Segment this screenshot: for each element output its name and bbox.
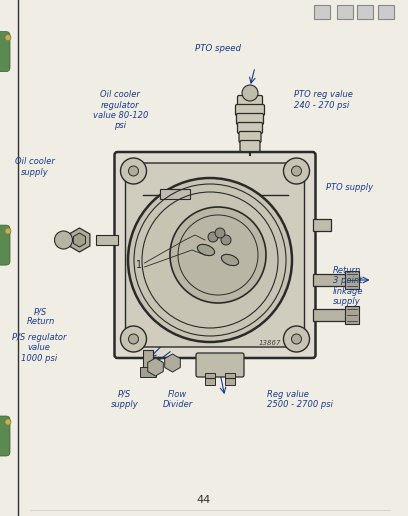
Circle shape <box>242 85 258 101</box>
Text: 13867: 13867 <box>259 340 281 346</box>
FancyBboxPatch shape <box>0 416 10 456</box>
Circle shape <box>5 228 11 234</box>
Text: 1: 1 <box>136 260 142 270</box>
Ellipse shape <box>197 245 215 255</box>
Circle shape <box>215 228 225 238</box>
FancyBboxPatch shape <box>0 31 10 72</box>
Bar <box>344 306 359 324</box>
Bar <box>95 235 118 245</box>
Polygon shape <box>165 354 180 372</box>
Bar <box>142 350 153 370</box>
Circle shape <box>170 207 266 303</box>
Circle shape <box>291 166 302 176</box>
Text: Reg value
2500 - 2700 psi: Reg value 2500 - 2700 psi <box>267 390 333 409</box>
Circle shape <box>120 158 146 184</box>
FancyBboxPatch shape <box>240 140 260 152</box>
Polygon shape <box>69 228 90 252</box>
Circle shape <box>284 158 310 184</box>
Bar <box>313 219 330 231</box>
FancyBboxPatch shape <box>196 353 244 377</box>
Bar <box>357 5 373 19</box>
Text: P/S
supply: P/S supply <box>111 390 138 409</box>
Bar <box>313 274 348 286</box>
Circle shape <box>284 326 310 352</box>
FancyBboxPatch shape <box>237 95 262 106</box>
Circle shape <box>55 231 73 249</box>
Polygon shape <box>73 233 86 247</box>
Bar <box>160 189 190 199</box>
FancyBboxPatch shape <box>237 122 262 134</box>
Circle shape <box>120 326 146 352</box>
FancyBboxPatch shape <box>239 132 261 142</box>
FancyBboxPatch shape <box>126 163 304 347</box>
Text: Oil cooler
regulator
value 80-120
psi: Oil cooler regulator value 80-120 psi <box>93 90 148 131</box>
Text: PTO reg value
240 - 270 psi: PTO reg value 240 - 270 psi <box>294 90 353 110</box>
FancyBboxPatch shape <box>235 105 264 116</box>
Text: 44: 44 <box>197 495 211 505</box>
Circle shape <box>128 178 292 342</box>
Text: PTO speed: PTO speed <box>195 44 241 53</box>
Text: PTO supply: PTO supply <box>326 183 374 192</box>
Bar <box>313 309 348 321</box>
Text: P/S regulator
value
1000 psi: P/S regulator value 1000 psi <box>11 333 66 363</box>
Circle shape <box>5 35 11 41</box>
Text: Flow
Divider: Flow Divider <box>162 390 193 409</box>
FancyBboxPatch shape <box>237 114 264 124</box>
Circle shape <box>5 419 11 425</box>
Circle shape <box>129 334 138 344</box>
Text: Return
3 point
linkage
supply: Return 3 point linkage supply <box>333 266 363 306</box>
Bar <box>314 5 330 19</box>
Bar <box>205 373 215 385</box>
Circle shape <box>291 334 302 344</box>
Polygon shape <box>148 358 163 376</box>
Circle shape <box>208 232 218 242</box>
Bar <box>225 373 235 385</box>
Bar <box>377 5 394 19</box>
Text: P/S
Return: P/S Return <box>27 307 55 327</box>
FancyBboxPatch shape <box>0 225 10 265</box>
Text: Oil cooler
supply: Oil cooler supply <box>15 157 55 177</box>
Bar <box>344 271 359 289</box>
Bar <box>140 367 155 377</box>
Ellipse shape <box>222 254 239 266</box>
Circle shape <box>129 166 138 176</box>
Bar <box>337 5 353 19</box>
FancyBboxPatch shape <box>115 152 315 358</box>
Circle shape <box>221 235 231 245</box>
